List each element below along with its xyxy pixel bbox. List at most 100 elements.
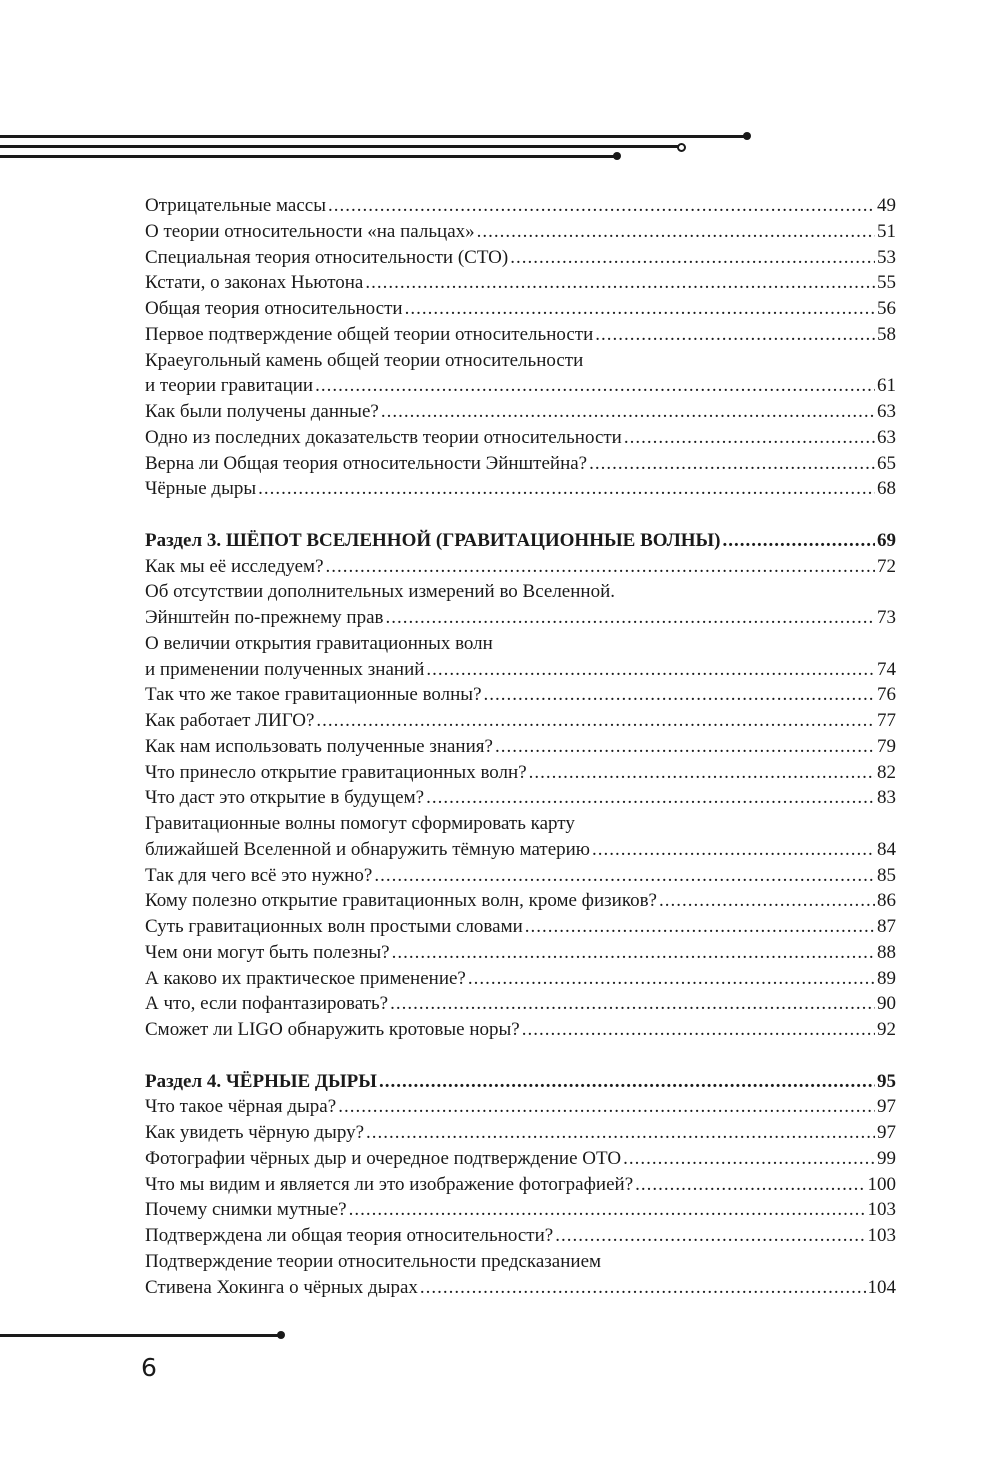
toc-entry-line: Что мы видим и является ли это изображен… [145, 1172, 896, 1198]
dot-leader [420, 1275, 866, 1301]
toc-entry-line: Кому полезно открытие гравитационных вол… [145, 888, 896, 914]
toc-entry-title: Кому полезно открытие гравитационных вол… [145, 890, 657, 912]
dot-leader [525, 914, 875, 940]
toc-entry-line: Как увидеть чёрную дыру? 97 [145, 1120, 896, 1146]
dot-leader [623, 1146, 875, 1172]
dot-leader [316, 708, 875, 734]
toc-entry-title: Гравитационные волны помогут сформироват… [145, 813, 575, 834]
toc-page-number: 65 [877, 452, 896, 474]
toc-entry-line: Как нам использовать полученные знания? 7… [145, 734, 896, 760]
toc-entry: Так что же такое гравитационные волны? 76 [145, 682, 896, 708]
toc-page-number: 76 [877, 684, 896, 706]
toc-entry: Отрицательные массы 49 [145, 193, 896, 219]
toc-page-number: 86 [877, 890, 896, 912]
toc-entry-title: Как мы её исследуем? [145, 555, 324, 577]
toc-entry-title: Как увидеть чёрную дыру? [145, 1122, 365, 1143]
toc-page-number: 69 [877, 529, 896, 551]
dot-leader [328, 193, 875, 219]
toc-entry: Как увидеть чёрную дыру? 97 [145, 1120, 896, 1146]
toc-page-number: 83 [877, 787, 896, 809]
toc-page-number: 51 [877, 220, 896, 242]
toc-entry-title: Что мы видим и является ли это изображен… [145, 1173, 634, 1195]
footer-rule [0, 1334, 280, 1337]
dot-leader [326, 554, 876, 580]
dot-leader [635, 1172, 865, 1198]
toc-entry-title: Чем они могут быть полезны? [145, 941, 390, 963]
toc-page-number: 89 [877, 967, 896, 989]
toc-page-number: 74 [877, 658, 896, 680]
toc-page-number: 82 [877, 761, 896, 783]
toc-entry-line: Подтверждена ли общая теория относительн… [145, 1223, 896, 1249]
toc-page-number: 58 [877, 323, 896, 345]
dot-leader [338, 1094, 875, 1120]
toc-page-number: 97 [877, 1122, 896, 1143]
dot-leader [468, 966, 875, 992]
dot-leader [495, 734, 875, 760]
toc-entry-title: Отрицательные массы [145, 195, 326, 216]
toc-entry-line: Первое подтверждение общей теории относи… [145, 322, 896, 348]
toc-entry-line: и теории гравитации 61 [145, 373, 896, 399]
toc-entry: Фотографии чёрных дыр и очередное подтве… [145, 1146, 896, 1172]
toc-entry-title: Суть гравитационных волн простыми словам… [145, 916, 523, 937]
toc-entry-line: Суть гравитационных волн простыми словам… [145, 914, 896, 940]
toc-entry-title: А что, если пофантазировать? [145, 993, 389, 1015]
toc-entry-line: Сможет ли LIGO обнаружить кротовые норы?… [145, 1017, 896, 1043]
page-number: 6 [141, 1353, 157, 1382]
toc-page-number: 68 [877, 478, 896, 500]
toc-entry-line: Одно из последних доказательств теории о… [145, 425, 896, 451]
toc-entry: Общая теория относительности 56 [145, 296, 896, 322]
toc-entry-line: Кстати, о законах Ньютона 55 [145, 270, 896, 296]
header-rule-1 [0, 135, 746, 138]
toc-entry-title: Общая теория относительности [145, 298, 403, 319]
toc-entry-line: А каково их практическое применение? 89 [145, 966, 896, 992]
toc-entry-line: Раздел 4. ЧЁРНЫЕ ДЫРЫ 95 [145, 1069, 896, 1095]
dot-leader [484, 682, 875, 708]
toc-entry-title: О величии открытия гравитационных волн [145, 632, 493, 654]
toc-section-heading: Раздел 3. ШЁПОТ ВСЕЛЕННОЙ (ГРАВИТАЦИОННЫ… [145, 528, 896, 554]
toc-entry: Что мы видим и является ли это изображен… [145, 1172, 896, 1198]
dot-leader [405, 296, 875, 322]
toc-entry-title: Что принесло открытие гравитационных вол… [145, 761, 527, 783]
toc-entry: Чёрные дыры 68 [145, 476, 896, 502]
toc-entry-line: Верна ли Общая теория относительности Эй… [145, 451, 896, 477]
toc-entry-line: Так для чего всё это нужно? 85 [145, 863, 896, 889]
toc-entry: Первое подтверждение общей теории относи… [145, 322, 896, 348]
toc-entry: Что даст это открытие в будущем? 83 [145, 785, 896, 811]
dot-leader [529, 760, 875, 786]
toc-entry-title: Верна ли Общая теория относительности Эй… [145, 452, 588, 474]
toc-entry: Что принесло открытие гравитационных вол… [145, 760, 896, 786]
dot-leader [723, 528, 876, 554]
toc-entry-line: Раздел 3. ШЁПОТ ВСЕЛЕННОЙ (ГРАВИТАЦИОННЫ… [145, 528, 896, 554]
toc-page-number: 72 [877, 555, 896, 577]
toc-entry-title: и теории гравитации [145, 375, 314, 397]
toc-page-number: 77 [877, 710, 896, 731]
header-rule-3 [0, 155, 616, 158]
toc-entry-line: Так что же такое гравитационные волны? 76 [145, 682, 896, 708]
toc-entry-title: Что такое чёрная дыра? [145, 1096, 337, 1118]
toc-entry: Что такое чёрная дыра? 97 [145, 1094, 896, 1120]
toc-entry: Как нам использовать полученные знания? 7… [145, 734, 896, 760]
toc-entry-line: Чёрные дыры 68 [145, 476, 896, 502]
toc-entry-line: О теории относительности «на пальцах» 51 [145, 219, 896, 245]
header-rule-2-ring [677, 143, 686, 152]
toc-entry: А что, если пофантазировать? 90 [145, 991, 896, 1017]
dot-leader [589, 451, 875, 477]
toc-entry: Как мы её исследуем? 72 [145, 554, 896, 580]
table-of-contents: Отрицательные массы 49 О теории относитель… [145, 193, 896, 1300]
toc-entry: Одно из последних доказательств теории о… [145, 425, 896, 451]
toc-entry-title: Чёрные дыры [145, 478, 257, 500]
toc-entry-title: Подтверждена ли общая теория относительн… [145, 1225, 554, 1246]
dot-leader [315, 373, 875, 399]
toc-entry-title: Как нам использовать полученные знания? [145, 735, 493, 757]
toc-page-number: 79 [877, 735, 896, 757]
toc-page-number: 63 [877, 426, 896, 448]
dot-leader [366, 1120, 875, 1146]
toc-entry-title: Раздел 4. ЧЁРНЫЕ ДЫРЫ [145, 1070, 377, 1092]
footer-rule-dot [277, 1331, 285, 1339]
toc-entry-title: Эйнштейн по-прежнему прав [145, 607, 384, 628]
toc-entry: Кому полезно открытие гравитационных вол… [145, 888, 896, 914]
toc-entry-line: Что такое чёрная дыра? 97 [145, 1094, 896, 1120]
toc-entry-title: Как были получены данные? [145, 401, 379, 422]
toc-page-number: 73 [877, 607, 896, 628]
toc-page-number: 84 [877, 838, 896, 860]
